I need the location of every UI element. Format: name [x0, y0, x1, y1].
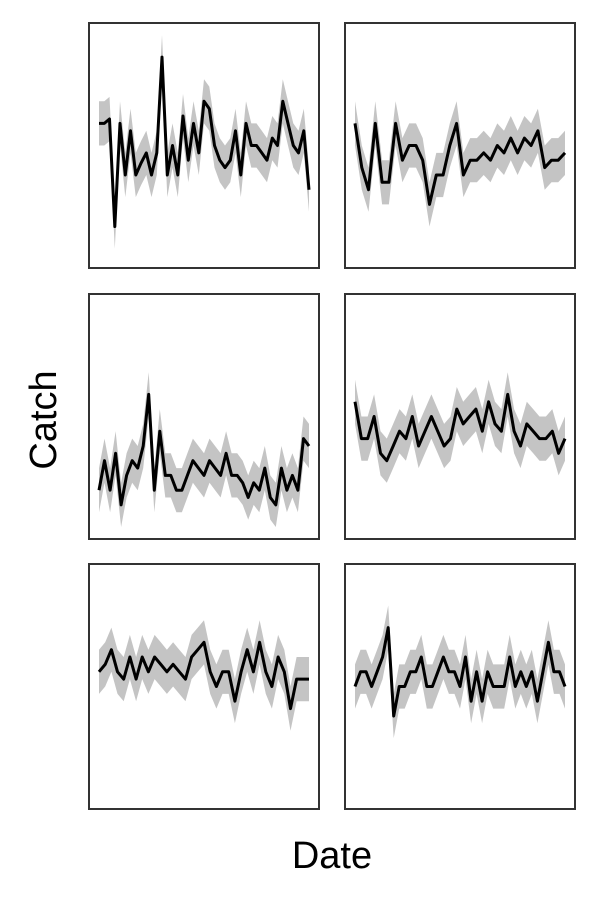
- panel-2-series-line: [353, 121, 567, 206]
- x-axis-label: Date: [292, 835, 372, 877]
- panel-1-frame: [88, 22, 320, 269]
- panel-5-uncertainty-band: [99, 620, 309, 731]
- panel-5: [88, 563, 320, 810]
- panel-4-series-line: [353, 392, 567, 463]
- panel-3-frame: [88, 293, 320, 540]
- panel-6-series-line: [353, 626, 567, 718]
- y-axis-label: Catch: [23, 370, 65, 469]
- panel-1-uncertainty-band: [99, 35, 309, 249]
- panel-grid: [88, 22, 576, 810]
- panel-1: [88, 22, 320, 269]
- panel-2-uncertainty-band: [355, 101, 565, 227]
- panel-6-uncertainty-band: [355, 605, 565, 739]
- panel-5-series-line: [97, 640, 309, 711]
- panel-6: [344, 563, 576, 810]
- panel-4: [344, 293, 576, 540]
- panel-4-frame: [344, 293, 576, 540]
- panel-4-uncertainty-band: [355, 372, 565, 483]
- panel-2: [344, 22, 576, 269]
- panel-1-series-line: [99, 55, 311, 228]
- panel-3: [88, 293, 320, 540]
- panel-5-frame: [88, 563, 320, 810]
- panel-3-uncertainty-band: [99, 372, 309, 527]
- panel-2-frame: [344, 22, 576, 269]
- panel-6-frame: [344, 563, 576, 810]
- panel-3-series-line: [97, 392, 311, 507]
